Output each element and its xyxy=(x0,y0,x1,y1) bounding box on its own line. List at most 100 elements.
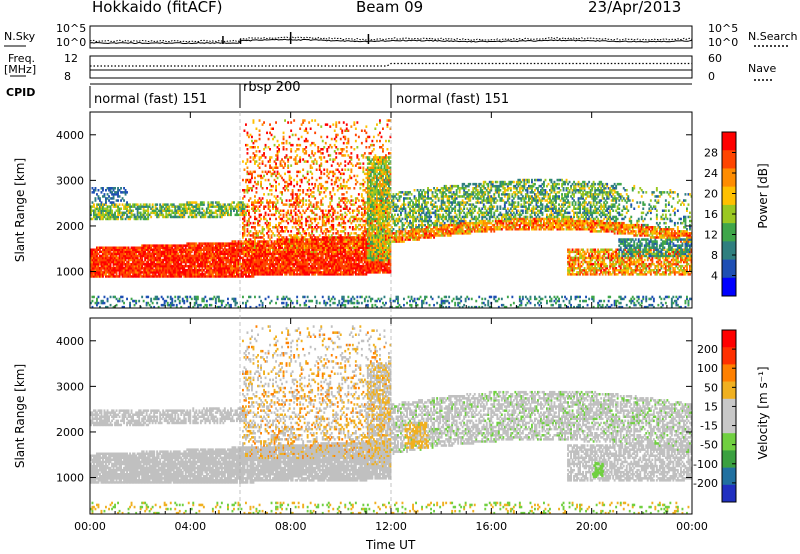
power-cell xyxy=(357,135,360,139)
power-cell xyxy=(154,211,157,215)
power-cell xyxy=(117,267,119,270)
power-cell xyxy=(324,189,327,192)
power-cell xyxy=(108,205,110,208)
power-cell xyxy=(163,299,166,303)
power-cell xyxy=(273,267,276,270)
power-cell xyxy=(240,275,243,278)
power-cell xyxy=(338,238,341,241)
power-cell xyxy=(269,273,271,276)
power-cell xyxy=(326,160,329,163)
power-cell xyxy=(151,262,154,266)
power-cell xyxy=(341,240,344,243)
power-cell xyxy=(333,244,336,247)
power-cell xyxy=(169,273,172,276)
power-cell xyxy=(184,207,187,210)
power-cell xyxy=(308,250,311,254)
power-cell xyxy=(306,228,309,231)
power-cell xyxy=(202,248,205,251)
power-cell xyxy=(356,295,359,299)
power-cell xyxy=(227,275,229,278)
power-cell xyxy=(294,269,297,272)
power-cell xyxy=(314,213,317,217)
power-cell xyxy=(333,236,336,239)
power-cell xyxy=(222,275,225,278)
power-cell xyxy=(154,244,157,247)
power-cell xyxy=(264,256,267,260)
power-cell xyxy=(198,252,201,256)
power-cell xyxy=(183,256,186,260)
power-cell xyxy=(214,254,217,258)
power-cell xyxy=(93,203,95,206)
power-cell xyxy=(257,180,259,184)
power-cell xyxy=(344,250,347,254)
power-cell xyxy=(315,248,318,251)
power-cell xyxy=(213,256,216,260)
power-cell xyxy=(242,189,244,192)
power-cell xyxy=(246,209,249,212)
power-cell xyxy=(311,267,314,270)
power-cell xyxy=(273,201,276,204)
power-cell xyxy=(336,242,339,245)
power-cell xyxy=(293,234,296,237)
power-cell xyxy=(214,205,217,208)
power-cell xyxy=(97,207,100,210)
power-cell xyxy=(165,244,168,247)
power-cell xyxy=(321,273,324,276)
power-cell xyxy=(320,164,323,167)
power-cell xyxy=(225,207,228,210)
power-cell xyxy=(267,137,270,141)
power-cell xyxy=(249,254,252,258)
power-cell xyxy=(276,271,279,274)
power-cell xyxy=(193,264,196,268)
power-cell xyxy=(186,275,189,278)
power-cell xyxy=(201,299,204,303)
power-cell xyxy=(321,238,324,241)
power-cell xyxy=(90,258,92,262)
power-cell xyxy=(290,248,293,251)
power-cell xyxy=(105,256,107,260)
power-cell xyxy=(249,305,252,308)
power-cell xyxy=(126,252,128,256)
power-cell xyxy=(102,205,104,208)
power-cell xyxy=(342,244,345,247)
power-cell xyxy=(93,191,95,194)
power-cell xyxy=(109,201,112,204)
power-cell xyxy=(136,273,139,276)
power-cell xyxy=(109,246,112,249)
power-cell xyxy=(97,215,100,219)
power-cell xyxy=(187,258,190,262)
power-cell xyxy=(154,246,157,249)
power-cell xyxy=(317,221,320,225)
power-cell xyxy=(327,172,330,176)
power-cell xyxy=(255,201,258,204)
power-cell xyxy=(341,273,344,276)
power-cell xyxy=(347,178,350,182)
power-cell xyxy=(195,273,198,276)
power-cell xyxy=(330,271,333,274)
power-cell xyxy=(284,119,286,122)
power-cell xyxy=(115,260,118,264)
power-cell xyxy=(350,221,353,225)
power-cell xyxy=(345,238,348,241)
power-cell xyxy=(305,246,308,249)
power-cell xyxy=(145,213,148,217)
power-cell xyxy=(227,264,229,268)
power-cell xyxy=(320,201,323,204)
power-cell xyxy=(282,258,285,262)
power-cell xyxy=(278,273,280,276)
power-cell xyxy=(175,303,178,307)
power-cell xyxy=(264,240,267,243)
power-cell xyxy=(315,252,318,256)
power-cell xyxy=(111,267,113,270)
power-cell xyxy=(105,213,107,217)
power-cell xyxy=(240,242,243,245)
power-cell xyxy=(169,203,172,206)
power-cell xyxy=(345,254,348,258)
power-cell xyxy=(186,260,189,264)
power-cell xyxy=(339,137,342,141)
nave-tick-bottom: 0 xyxy=(708,70,715,83)
power-cell xyxy=(282,209,285,212)
power-cell xyxy=(121,256,124,260)
power-cell xyxy=(296,197,299,200)
power-cell xyxy=(321,264,324,268)
